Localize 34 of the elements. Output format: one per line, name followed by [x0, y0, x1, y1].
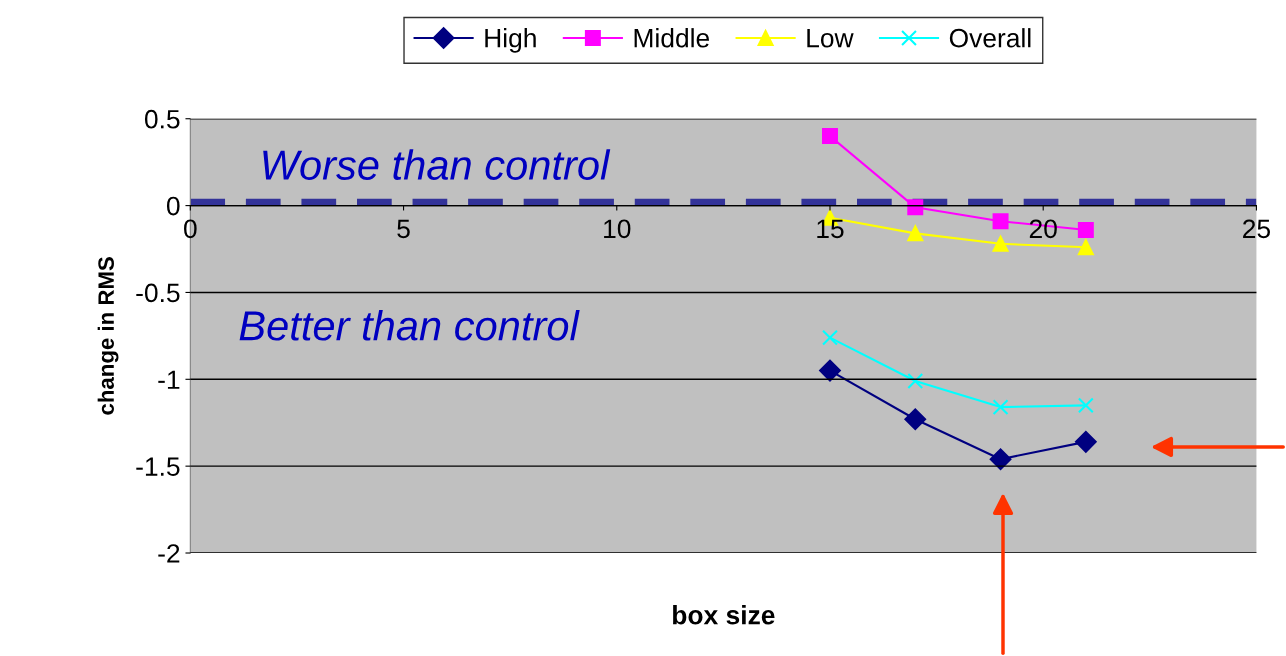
x-tick-label: 5 [397, 219, 410, 239]
point [992, 213, 1009, 230]
point [992, 399, 1009, 416]
point [1077, 239, 1094, 256]
y-tick-label: -1 [158, 370, 180, 389]
point [1077, 221, 1094, 238]
y-tick-label: -0.5 [136, 283, 180, 303]
x-tick-label: 10 [604, 219, 631, 239]
y-tick-label: 0 [166, 196, 180, 216]
point [819, 359, 841, 382]
y-axis-title: change in RMS [97, 257, 119, 415]
point [1077, 397, 1094, 414]
y-tick-label: -1.5 [136, 457, 180, 476]
point [989, 448, 1012, 471]
annotation: Worse than control [263, 149, 611, 180]
x-tick-label: 0 [184, 219, 197, 239]
point [907, 373, 924, 390]
point [822, 128, 838, 145]
point [822, 329, 838, 346]
annotation: Better than control [239, 310, 580, 341]
legend-label: Low [807, 29, 854, 48]
y-tick-label: 0.5 [144, 109, 180, 129]
point [907, 225, 924, 242]
point [992, 235, 1009, 252]
x-tick-label: 15 [817, 219, 844, 239]
point [1074, 430, 1097, 453]
x-tick-label: 25 [1243, 219, 1270, 239]
legend-label: Middle [634, 28, 710, 48]
point [904, 408, 927, 431]
y-tick-label: -2 [158, 544, 180, 563]
legend-label: High [485, 28, 536, 53]
point [907, 199, 924, 216]
x-axis-title: box size [673, 605, 775, 625]
legend-label: Overall [949, 28, 1031, 48]
